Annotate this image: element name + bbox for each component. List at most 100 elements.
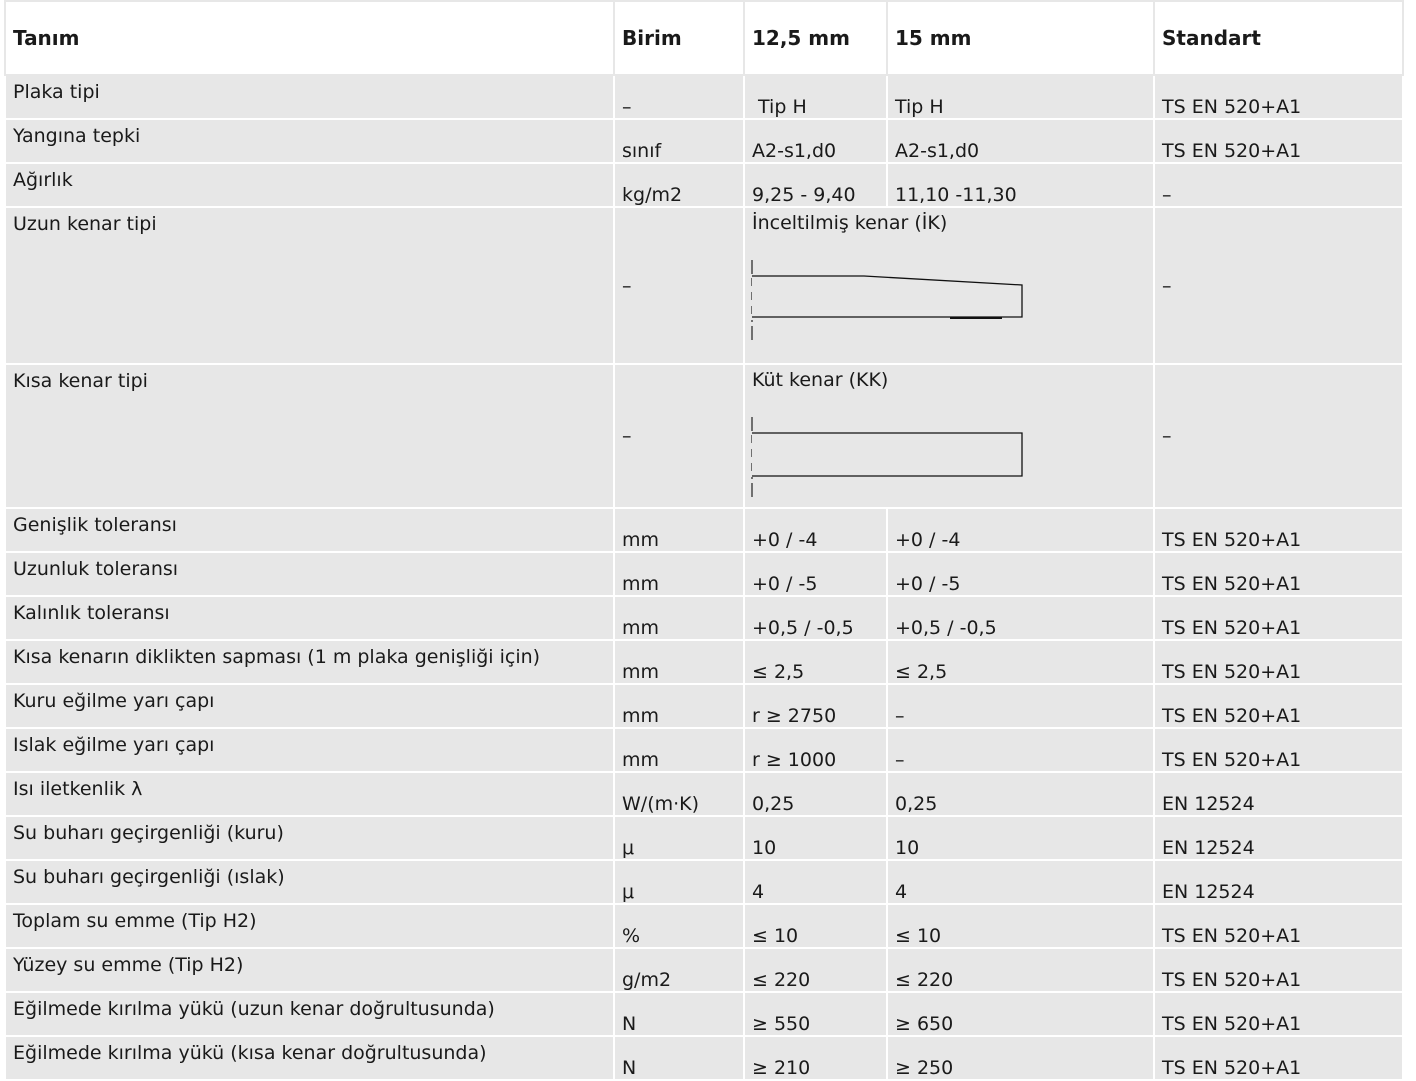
row-standard: TS EN 520+A1: [1153, 683, 1404, 729]
edge-figure-title: İnceltilmiş kenar (İK): [752, 212, 948, 234]
row-value-12-5: A2-s1,d0: [743, 118, 888, 164]
row-standard: TS EN 520+A1: [1153, 639, 1404, 685]
row-unit: mm: [613, 683, 745, 729]
row-value-12-5: +0 / -5: [743, 551, 888, 597]
row-unit: mm: [613, 727, 745, 773]
row-standard: –: [1153, 206, 1404, 365]
row-unit: g/m2: [613, 947, 745, 993]
header-unit: Birim: [613, 0, 745, 76]
row-value-12-5: +0 / -4: [743, 507, 888, 553]
row-label: Toplam su emme (Tip H2): [4, 903, 615, 949]
row-label: Uzun kenar tipi: [4, 206, 615, 365]
row-label: Genişlik toleransı: [4, 507, 615, 553]
row-unit: μ: [613, 815, 745, 861]
row-label: Kısa kenar tipi: [4, 363, 615, 509]
row-label: Kalınlık toleransı: [4, 595, 615, 641]
row-value-15: +0,5 / -0,5: [886, 595, 1155, 641]
table-row: Genişlik toleransı mm +0 / -4 +0 / -4 TS…: [4, 507, 1404, 553]
table-row: Islak eğilme yarı çapı mm r ≥ 1000 – TS …: [4, 727, 1404, 773]
table-row: Yüzey su emme (Tip H2) g/m2 ≤ 220 ≤ 220 …: [4, 947, 1404, 993]
row-standard: –: [1153, 363, 1404, 509]
row-value-12-5: ≥ 550: [743, 991, 888, 1037]
row-value-12-5: ≤ 10: [743, 903, 888, 949]
row-unit: mm: [613, 551, 745, 597]
row-standard: TS EN 520+A1: [1153, 118, 1404, 164]
row-value-15: ≤ 220: [886, 947, 1155, 993]
table-row: Kuru eğilme yarı çapı mm r ≥ 2750 – TS E…: [4, 683, 1404, 729]
row-standard: TS EN 520+A1: [1153, 74, 1404, 120]
row-value-12-5: 10: [743, 815, 888, 861]
row-value-12-5: 4: [743, 859, 888, 905]
row-value-12-5: 0,25: [743, 771, 888, 817]
row-unit: –: [613, 206, 745, 365]
table-row: Ağırlık kg/m2 9,25 - 9,40 11,10 -11,30 –: [4, 162, 1404, 208]
row-value-12-5: 9,25 - 9,40: [743, 162, 888, 208]
edge-figure-cell: İnceltilmiş kenar (İK): [743, 206, 1155, 365]
row-standard: –: [1153, 162, 1404, 208]
row-standard: TS EN 520+A1: [1153, 727, 1404, 773]
table-row: Toplam su emme (Tip H2) % ≤ 10 ≤ 10 TS E…: [4, 903, 1404, 949]
row-value-15: +0 / -5: [886, 551, 1155, 597]
row-value-15: –: [886, 727, 1155, 773]
row-value-15: ≤ 2,5: [886, 639, 1155, 685]
row-label: Islak eğilme yarı çapı: [4, 727, 615, 773]
header-standard: Standart: [1153, 0, 1404, 76]
edge-figure-title: Küt kenar (KK): [752, 369, 889, 391]
row-value-15: –: [886, 683, 1155, 729]
row-standard: EN 12524: [1153, 771, 1404, 817]
row-standard: TS EN 520+A1: [1153, 551, 1404, 597]
row-unit: W/(m·K): [613, 771, 745, 817]
row-value-15: A2-s1,d0: [886, 118, 1155, 164]
table-row: Su buharı geçirgenliği (ıslak) μ 4 4 EN …: [4, 859, 1404, 905]
row-standard: EN 12524: [1153, 859, 1404, 905]
row-label: Kuru eğilme yarı çapı: [4, 683, 615, 729]
row-label: Uzunluk toleransı: [4, 551, 615, 597]
row-value-12-5: ≤ 2,5: [743, 639, 888, 685]
row-value-15: 11,10 -11,30: [886, 162, 1155, 208]
table-row: Kısa kenarın diklikten sapması (1 m plak…: [4, 639, 1404, 685]
row-label: Yangına tepki: [4, 118, 615, 164]
row-label: Eğilmede kırılma yükü (uzun kenar doğrul…: [4, 991, 615, 1037]
row-label: Su buharı geçirgenliği (ıslak): [4, 859, 615, 905]
table-row: Uzun kenar tipi – İnceltilmiş kenar (İK)…: [4, 206, 1404, 365]
edge-figure-cell: Küt kenar (KK): [743, 363, 1155, 509]
row-label: Yüzey su emme (Tip H2): [4, 947, 615, 993]
row-value-12-5: r ≥ 1000: [743, 727, 888, 773]
table-row: Isı iletkenlik λ W/(m·K) 0,25 0,25 EN 12…: [4, 771, 1404, 817]
row-value-12-5: +0,5 / -0,5: [743, 595, 888, 641]
row-label: Plaka tipi: [4, 74, 615, 120]
table-row: Plaka tipi – Tip H Tip H TS EN 520+A1: [4, 74, 1404, 120]
header-12-5mm: 12,5 mm: [743, 0, 888, 76]
header-15mm: 15 mm: [886, 0, 1155, 76]
row-standard: EN 12524: [1153, 815, 1404, 861]
row-unit: mm: [613, 595, 745, 641]
tapered-edge-diagram: [751, 260, 1023, 340]
row-unit: μ: [613, 859, 745, 905]
row-value-12-5: r ≥ 2750: [743, 683, 888, 729]
row-value-12-5: ≤ 220: [743, 947, 888, 993]
row-value-12-5: Tip H: [743, 74, 888, 120]
square-edge-diagram: [751, 417, 1023, 497]
row-value-15: +0 / -4: [886, 507, 1155, 553]
row-value-15: ≥ 650: [886, 991, 1155, 1037]
row-value-15: 0,25: [886, 771, 1155, 817]
spec-table: Tanım Birim 12,5 mm 15 mm Standart Plaka…: [4, 0, 1404, 1081]
row-label: Isı iletkenlik λ: [4, 771, 615, 817]
row-value-15: Tip H: [886, 74, 1155, 120]
row-unit: kg/m2: [613, 162, 745, 208]
row-value-15: 4: [886, 859, 1155, 905]
row-unit: mm: [613, 639, 745, 685]
row-unit: %: [613, 903, 745, 949]
row-standard: TS EN 520+A1: [1153, 595, 1404, 641]
row-unit: sınıf: [613, 118, 745, 164]
table-row: Kalınlık toleransı mm +0,5 / -0,5 +0,5 /…: [4, 595, 1404, 641]
row-label: Ağırlık: [4, 162, 615, 208]
row-unit: N: [613, 991, 745, 1037]
row-value-15: 10: [886, 815, 1155, 861]
row-label: Kısa kenarın diklikten sapması (1 m plak…: [4, 639, 615, 685]
row-label: Su buharı geçirgenliği (kuru): [4, 815, 615, 861]
table-row: Eğilmede kırılma yükü (uzun kenar doğrul…: [4, 991, 1404, 1037]
row-standard: TS EN 520+A1: [1153, 947, 1404, 993]
row-value-15: ≤ 10: [886, 903, 1155, 949]
table-row: Kısa kenar tipi – Küt kenar (KK) –: [4, 363, 1404, 509]
